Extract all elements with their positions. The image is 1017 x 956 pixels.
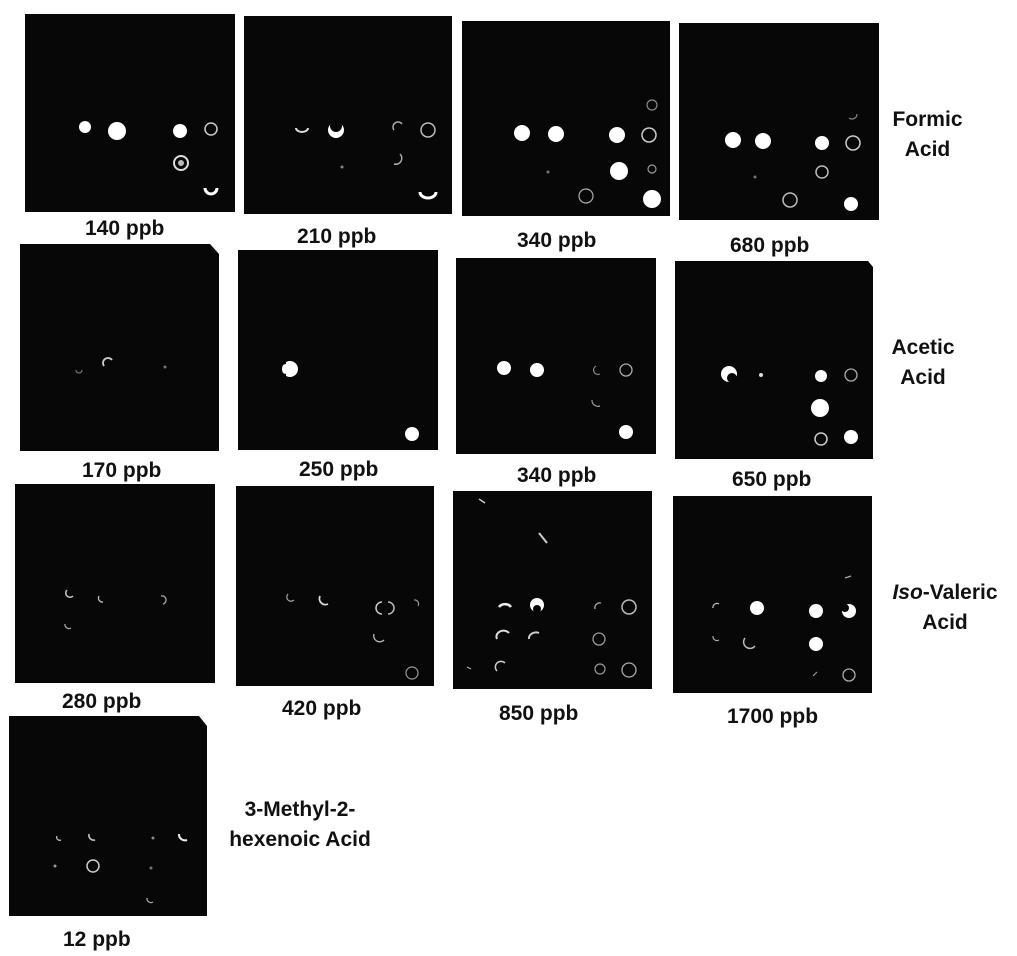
concentration-label: 1700 ppb (727, 705, 819, 728)
spot-pattern (279, 361, 419, 441)
spot-pattern (286, 593, 420, 680)
spot-pattern (712, 575, 856, 682)
spot-pattern (79, 121, 219, 196)
acid-label-formic: Formic Acid (880, 105, 975, 165)
concentration-label: 340 ppb (517, 464, 597, 487)
concentration-label: 420 ppb (282, 697, 362, 720)
spot-panel-isovaleric-2 (236, 486, 434, 686)
spot-pattern (466, 498, 637, 678)
spot-pattern (295, 120, 438, 200)
concentration-label: 280 ppb (62, 690, 142, 713)
acid-label-italic: Iso (892, 581, 923, 604)
acid-label-methylhexenoic: 3-Methyl-2- hexenoic Acid (210, 795, 390, 855)
spot-panel-acetic-2 (238, 250, 438, 450)
acid-label-line: 3-Methyl-2- (244, 798, 356, 821)
spot-pattern (725, 113, 861, 211)
acid-label-line: Acid (922, 611, 968, 634)
acid-label-line: Acetic (891, 336, 955, 359)
concentration-label: 170 ppb (82, 459, 162, 482)
acid-label-line: Acid (904, 138, 951, 161)
spot-panel-formic-1 (25, 14, 235, 212)
spot-panel-acetic-1 (20, 244, 219, 451)
acid-label-line: Acid (900, 366, 946, 389)
spot-panel-acetic-4 (675, 261, 873, 459)
concentration-label: 650 ppb (732, 468, 812, 491)
spot-pattern (53, 716, 207, 904)
acid-label-line: Iso-Valeric (876, 578, 1014, 608)
acid-label-isovaleric: Iso-Valeric Acid (876, 578, 1014, 638)
spot-panel-isovaleric-4 (673, 496, 872, 693)
spot-panel-isovaleric-1 (15, 484, 215, 683)
spot-pattern (497, 361, 633, 439)
spot-panel-acetic-3 (456, 258, 656, 454)
acid-label-line: hexenoic Acid (229, 828, 371, 851)
spot-panel-isovaleric-3 (453, 491, 652, 689)
concentration-label: 250 ppb (299, 458, 379, 481)
spot-pattern (75, 244, 219, 374)
concentration-label: 140 ppb (85, 217, 165, 240)
concentration-label: 12 ppb (63, 928, 131, 951)
concentration-label: 680 ppb (730, 234, 810, 257)
spot-panel-formic-3 (462, 21, 670, 216)
acid-label-acetic: Acetic Acid (878, 333, 968, 393)
spot-pattern (64, 589, 167, 630)
concentration-label: 340 ppb (517, 229, 597, 252)
concentration-label: 210 ppb (297, 225, 377, 248)
spot-panel-methylhexenoic-1 (9, 716, 207, 916)
spot-panel-formic-4 (679, 23, 879, 220)
acid-label-rest: -Valeric (922, 581, 998, 604)
concentration-label: 850 ppb (499, 702, 579, 725)
spot-pattern (721, 261, 873, 446)
acid-label-line: Formic (892, 108, 963, 131)
spot-pattern (514, 99, 661, 208)
spot-panel-formic-2 (244, 16, 452, 214)
